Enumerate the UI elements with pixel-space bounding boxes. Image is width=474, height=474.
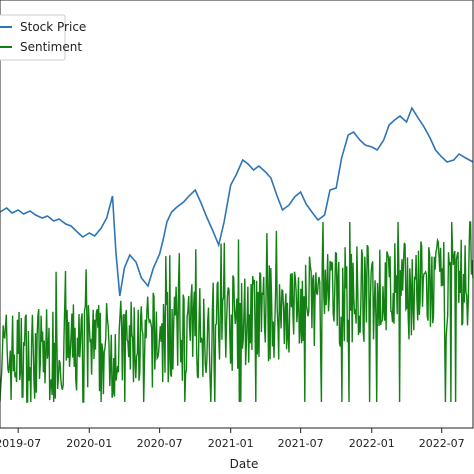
x-axis-label: Date	[230, 457, 259, 471]
legend-box	[0, 14, 66, 61]
legend-label-sentiment: Sentiment	[20, 40, 82, 54]
series-line-stock-price	[0, 106, 474, 297]
x-tick-label: 2022-07	[419, 437, 465, 450]
x-tick-label: 2021-07	[278, 437, 324, 450]
x-tick-label: 2020-01	[66, 437, 112, 450]
legend: Stock Price Sentiment	[0, 14, 86, 61]
x-tick-label: 2022-01	[349, 437, 395, 450]
x-tick-label: 2020-07	[137, 437, 183, 450]
x-tick-label: 2019-07	[0, 437, 41, 450]
plot-area: 2019-07 2020-01 2020-07 2021-01 2021-07 2022-…	[0, 0, 474, 450]
series-line-sentiment	[0, 221, 474, 403]
x-tick-label: 2021-01	[208, 437, 254, 450]
plot-frame	[0, 0, 474, 429]
series-layer	[0, 106, 474, 403]
x-ticks: 2019-07 2020-01 2020-07 2021-01 2021-07 2022-…	[0, 428, 465, 450]
legend-label-stock: Stock Price	[20, 20, 86, 34]
